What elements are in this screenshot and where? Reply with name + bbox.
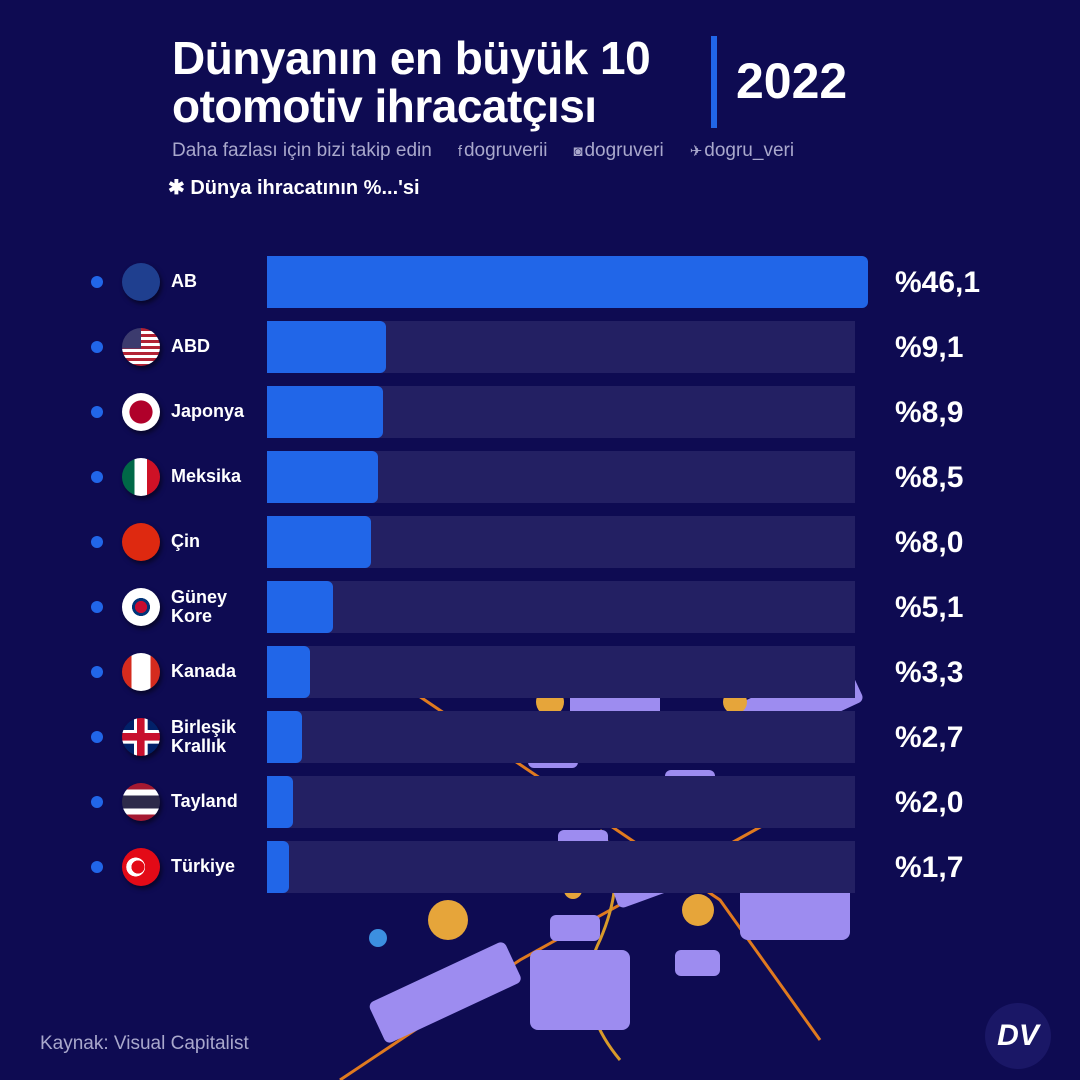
follow-text: Daha fazlası için bizi takip edin — [172, 140, 432, 161]
twitter-link[interactable]: ✈ dogru_veri — [690, 140, 794, 162]
bar — [267, 451, 378, 503]
chart-row: Türkiye %1,7 — [0, 841, 1080, 893]
thailand-flag-icon — [122, 783, 160, 821]
bar — [267, 776, 294, 828]
value-label: %2,0 — [895, 786, 964, 819]
chart-row: Japonya %8,9 — [0, 386, 1080, 438]
category-label: Kanada — [171, 661, 237, 681]
title-line-1: Dünyanın en büyük 10 — [172, 32, 651, 84]
chart-row: Tayland %2,0 — [0, 776, 1080, 828]
dv-logo: DV — [985, 1003, 1051, 1069]
bar — [267, 256, 868, 308]
chart-row: Birleşik Krallık %2,7 — [0, 711, 1080, 763]
car — [675, 950, 720, 976]
car — [550, 915, 600, 941]
bar-track — [267, 646, 855, 698]
value-label: %8,0 — [895, 526, 964, 559]
uk-flag-icon — [122, 718, 160, 756]
bar — [267, 386, 384, 438]
twitter-handle: dogru_veri — [704, 140, 795, 161]
bar — [267, 841, 290, 893]
bullet-dot — [91, 861, 103, 873]
location-pin-icon — [682, 894, 714, 926]
bar-track — [267, 841, 855, 893]
title-line-2: otomotiv ihracatçısı — [172, 80, 597, 132]
bullet-dot — [91, 666, 103, 678]
value-label: %3,3 — [895, 656, 964, 689]
category-label: ABD — [171, 336, 210, 356]
category-label: Meksika — [171, 466, 242, 486]
page-title: Dünyanın en büyük 10 otomotiv ihracatçıs… — [172, 32, 651, 132]
chart-row: Çin %8,0 — [0, 516, 1080, 568]
bullet-dot — [91, 471, 103, 483]
bullet-dot — [91, 536, 103, 548]
bullet-dot — [91, 601, 103, 613]
category-label: Birleşik Krallık — [171, 717, 237, 756]
chart-note: ✱ Dünya ihracatının %...'si — [168, 177, 420, 199]
usa-flag-icon — [122, 328, 160, 366]
tree-icon — [369, 929, 387, 947]
category-label: Güney Kore — [171, 587, 228, 626]
category-label: AB — [171, 271, 197, 291]
eu-flag-icon — [122, 263, 160, 301]
chart-row: Kanada %3,3 — [0, 646, 1080, 698]
turkey-flag-icon — [122, 848, 160, 886]
bar — [267, 646, 311, 698]
location-pin-icon — [428, 900, 468, 940]
source: Kaynak: Visual Capitalist — [40, 1033, 249, 1054]
japan-flag-icon — [122, 393, 160, 431]
value-label: %5,1 — [895, 591, 964, 624]
bar — [267, 321, 386, 373]
instagram-link[interactable]: ◙ dogruveri — [573, 140, 663, 162]
value-label: %46,1 — [895, 266, 981, 299]
social-bar: Daha fazlası için bizi takip edin f dogru… — [172, 140, 794, 162]
building — [530, 950, 630, 1030]
bar — [267, 711, 303, 763]
facebook-icon: f — [457, 143, 462, 160]
china-flag-icon — [122, 523, 160, 561]
chart-row: ABD %9,1 — [0, 321, 1080, 373]
instagram-handle: dogruveri — [584, 140, 664, 161]
category-label: Japonya — [171, 401, 245, 421]
bar-track — [267, 776, 855, 828]
chart-row: Güney Kore %5,1 — [0, 581, 1080, 633]
logo-text: DV — [997, 1019, 1039, 1052]
instagram-icon: ◙ — [573, 143, 583, 160]
twitter-icon: ✈ — [689, 143, 703, 160]
chart-row: AB %46,1 — [0, 256, 1080, 308]
canada-flag-icon — [122, 653, 160, 691]
value-label: %2,7 — [895, 721, 964, 754]
bar-track — [267, 581, 855, 633]
category-label: Türkiye — [171, 856, 236, 876]
bullet-dot — [91, 731, 103, 743]
south-korea-flag-icon — [122, 588, 160, 626]
value-label: %8,5 — [895, 461, 964, 494]
value-label: %8,9 — [895, 396, 964, 429]
facebook-link[interactable]: f dogruverii — [458, 140, 548, 162]
bullet-dot — [91, 276, 103, 288]
bar — [267, 581, 334, 633]
category-label: Tayland — [171, 791, 238, 811]
mexico-flag-icon — [122, 458, 160, 496]
value-label: %1,7 — [895, 851, 964, 884]
bullet-dot — [91, 406, 103, 418]
divider — [711, 36, 717, 128]
year: 2022 — [736, 53, 848, 109]
bullet-dot — [91, 341, 103, 353]
value-label: %9,1 — [895, 331, 964, 364]
truck — [369, 942, 521, 1043]
bar — [267, 516, 372, 568]
bar-track — [267, 711, 855, 763]
bullet-dot — [91, 796, 103, 808]
chart-row: Meksika %8,5 — [0, 451, 1080, 503]
category-label: Çin — [171, 531, 200, 551]
facebook-handle: dogruverii — [463, 140, 548, 161]
